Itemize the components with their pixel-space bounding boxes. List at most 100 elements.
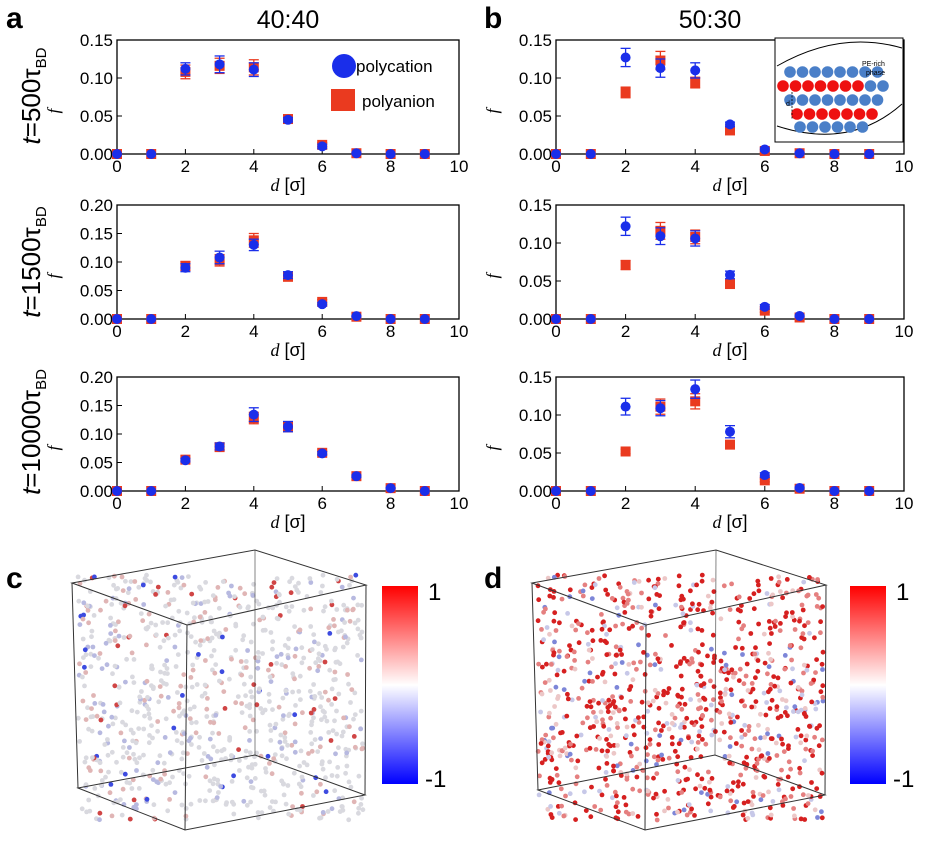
snapshot-bead — [754, 761, 760, 766]
snapshot-bead — [204, 714, 210, 719]
snapshot-bead — [770, 799, 776, 804]
snapshot-bead — [723, 662, 729, 668]
snapshot-bead — [682, 701, 688, 707]
snapshot-bead — [539, 760, 545, 766]
snapshot-bead — [120, 786, 126, 792]
snapshot-bead — [346, 681, 351, 687]
snapshot-bead — [202, 682, 208, 688]
snapshot-bead — [117, 700, 123, 706]
snapshot-bead — [589, 596, 595, 601]
snapshot-bead — [349, 687, 355, 692]
x-axis-label: d [σ] — [712, 340, 747, 360]
y-tick-label: 0.00 — [80, 145, 113, 164]
inset-bead — [859, 94, 871, 106]
snapshot-bead — [580, 720, 586, 726]
data-point-polycation — [829, 486, 840, 496]
snapshot-bead — [594, 719, 600, 725]
snapshot-bead — [753, 675, 758, 681]
plot-b-t10000: 0.000.050.100.150 2 4 6 8 10d [σ]f — [483, 368, 913, 532]
snapshot-bead — [268, 630, 274, 635]
snapshot-bead — [559, 803, 564, 809]
data-point-polycation — [112, 486, 122, 496]
snapshot-bead — [100, 702, 106, 707]
snapshot-bead — [311, 632, 317, 637]
snapshot-bead — [608, 733, 614, 739]
snapshot-bead — [820, 667, 825, 672]
snapshot-bead — [587, 699, 593, 704]
snapshot-bead — [627, 750, 633, 755]
inset-schematic: d PE-rich phase — [774, 37, 904, 143]
snapshot-bead — [331, 677, 337, 683]
snapshot-bead — [344, 750, 350, 756]
snapshot-bead — [192, 615, 197, 621]
data-point-polycation — [585, 149, 596, 159]
inset-bead — [784, 66, 796, 78]
snapshot-bead — [678, 737, 684, 743]
snapshot-bead — [708, 702, 714, 708]
snapshot-bead — [721, 729, 727, 735]
snapshot-bead — [687, 767, 692, 773]
snapshot-bead — [347, 724, 352, 730]
snapshot-bead — [132, 579, 138, 584]
snapshot-bead — [786, 743, 791, 749]
snapshot-bead — [184, 698, 190, 704]
snapshot-bead — [320, 572, 326, 578]
data-point-polycation — [585, 486, 596, 496]
snapshot-bead — [202, 691, 208, 696]
snapshot-bead — [299, 660, 305, 666]
snapshot-bead — [329, 602, 335, 608]
snapshot-bead — [136, 786, 142, 791]
snapshot-bead — [216, 790, 221, 795]
snapshot-bead — [681, 620, 687, 625]
snapshot-bead — [82, 664, 87, 670]
snapshot-bead — [309, 722, 314, 728]
snapshot-bead — [317, 744, 323, 750]
snapshot-bead — [709, 599, 715, 605]
snapshot-bead — [567, 587, 573, 593]
x-tick-label: 10 — [895, 494, 914, 513]
snapshot-bead — [669, 643, 674, 648]
snapshot-bead — [314, 789, 320, 795]
snapshot-bead — [140, 618, 146, 624]
inset-bead — [794, 121, 806, 133]
snapshot-bead — [322, 714, 328, 720]
snapshot-bead — [549, 662, 554, 667]
snapshot-bead — [561, 687, 567, 692]
snapshot-bead — [623, 733, 629, 739]
snapshot-bead — [217, 678, 222, 684]
snapshot-bead — [266, 667, 271, 673]
snapshot-bead — [163, 716, 169, 722]
snapshot-bead — [110, 721, 116, 727]
snapshot-bead — [247, 738, 252, 743]
snapshot-bead — [81, 612, 86, 618]
snapshot-bead — [108, 631, 114, 636]
x-tick-label: 0 — [551, 322, 560, 341]
snapshot-bead — [255, 810, 261, 815]
snapshot-bead — [321, 608, 326, 614]
snapshot-bead — [722, 667, 727, 673]
snapshot-bead — [82, 683, 87, 689]
data-point-polycation — [351, 311, 362, 322]
snapshot-bead — [628, 741, 634, 747]
inset-bead — [789, 80, 802, 92]
snapshot-bead — [816, 743, 822, 749]
snapshot-bead — [597, 736, 602, 741]
snapshot-bead — [193, 730, 199, 736]
snapshot-bead — [348, 574, 353, 580]
snapshot-bead — [328, 738, 334, 743]
y-tick-label: 0.15 — [80, 225, 113, 244]
snapshot-bead — [602, 679, 608, 685]
snapshot-bead — [739, 743, 745, 749]
snapshot-bead — [346, 817, 352, 823]
snapshot-bead — [332, 623, 337, 629]
snapshot-bead — [699, 628, 705, 633]
y-tick-label: 0.05 — [519, 444, 552, 463]
snapshot-bead — [133, 597, 139, 602]
snapshot-bead — [241, 633, 247, 639]
snapshot-bead — [260, 628, 266, 633]
snapshot-bead — [612, 671, 618, 677]
snapshot-bead — [243, 665, 249, 670]
snapshot-bead — [765, 726, 770, 732]
snapshot-bead — [299, 645, 305, 651]
snapshot-bead — [819, 809, 824, 815]
